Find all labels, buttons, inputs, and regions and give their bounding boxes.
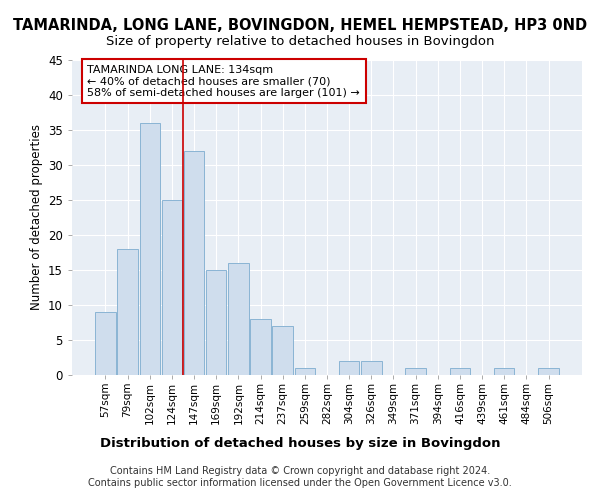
Bar <box>295 368 315 375</box>
Bar <box>272 326 293 375</box>
Bar <box>406 368 426 375</box>
Bar <box>140 123 160 375</box>
Text: Size of property relative to detached houses in Bovingdon: Size of property relative to detached ho… <box>106 35 494 48</box>
Bar <box>118 249 138 375</box>
Bar <box>250 319 271 375</box>
Text: TAMARINDA LONG LANE: 134sqm
← 40% of detached houses are smaller (70)
58% of sem: TAMARINDA LONG LANE: 134sqm ← 40% of det… <box>88 64 360 98</box>
Bar <box>494 368 514 375</box>
Text: Distribution of detached houses by size in Bovingdon: Distribution of detached houses by size … <box>100 437 500 450</box>
Bar <box>206 270 226 375</box>
Text: Contains HM Land Registry data © Crown copyright and database right 2024.
Contai: Contains HM Land Registry data © Crown c… <box>88 466 512 487</box>
Bar <box>184 151 204 375</box>
Y-axis label: Number of detached properties: Number of detached properties <box>29 124 43 310</box>
Bar <box>161 200 182 375</box>
Text: TAMARINDA, LONG LANE, BOVINGDON, HEMEL HEMPSTEAD, HP3 0ND: TAMARINDA, LONG LANE, BOVINGDON, HEMEL H… <box>13 18 587 32</box>
Bar <box>361 361 382 375</box>
Bar <box>538 368 559 375</box>
Bar <box>450 368 470 375</box>
Bar <box>95 312 116 375</box>
Bar <box>228 263 248 375</box>
Bar <box>339 361 359 375</box>
